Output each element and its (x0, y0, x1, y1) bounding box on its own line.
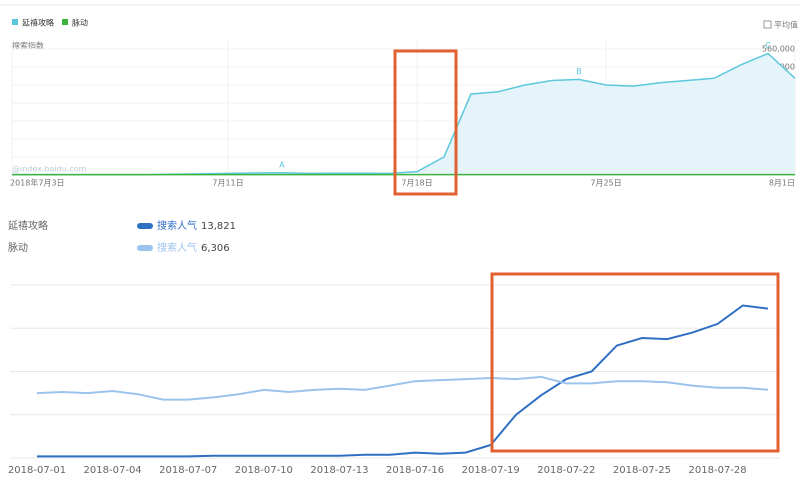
watermark: @index.baidu.com (12, 165, 87, 174)
x-tick-label: 2018-07-10 (235, 465, 293, 476)
legend-metric: 搜索人气 (157, 241, 197, 254)
legend-swatch (12, 19, 18, 25)
x-tick-label: 8月1日 (769, 179, 795, 188)
x-tick-label: 7月11日 (212, 179, 243, 188)
x-tick-label: 7月18日 (401, 179, 432, 188)
x-tick-label: 2018-07-19 (462, 465, 520, 476)
legend-label: 脉动 (8, 241, 28, 254)
x-tick-label: 2018-07-16 (386, 465, 444, 476)
y-tick-label: 560,000 (762, 45, 795, 54)
line (37, 304, 769, 458)
average-toggle[interactable]: 平均值 (774, 20, 798, 30)
x-tick-label: 2018-07-28 (689, 465, 747, 476)
legend-label: 延禧攻略 (22, 18, 54, 28)
x-tick-label: 2018-07-22 (537, 465, 595, 476)
legend-swatch (137, 245, 153, 251)
legend-swatch (137, 223, 153, 229)
legend-value: 13,821 (201, 221, 236, 232)
point-label: B (576, 67, 582, 76)
point-label: A (279, 160, 285, 169)
x-tick-label: 2018-07-25 (613, 465, 671, 476)
y-axis-label: 搜索指数 (12, 41, 44, 51)
legend-value: 6,306 (201, 243, 230, 254)
line (36, 375, 769, 401)
x-tick-label: 7月25日 (590, 179, 621, 188)
legend-swatch (62, 19, 68, 25)
legend-label: 脉动 (72, 18, 88, 28)
legend-metric: 搜索人气 (157, 219, 197, 232)
x-tick-label: 2018-07-13 (310, 465, 368, 476)
point-label: C (765, 41, 771, 50)
chart-top: 80,000160,000240,000320,000400,000480,00… (10, 18, 796, 188)
x-tick-label: 2018-07-07 (159, 465, 217, 476)
x-tick-label: 2018年7月3日 (10, 178, 65, 188)
average-checkbox[interactable] (763, 20, 772, 29)
highlight-box (393, 49, 458, 196)
x-tick-label: 2018-07-01 (8, 465, 66, 476)
highlight-box (490, 272, 780, 453)
x-tick-label: 2018-07-04 (84, 465, 142, 476)
legend-label: 延禧攻略 (8, 219, 48, 232)
chart-bottom: 2018-07-01 2018-07-04 2018-07-07 2018-07-10… (8, 219, 780, 476)
